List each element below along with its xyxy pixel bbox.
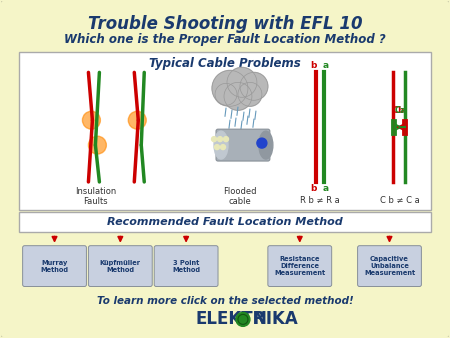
Text: Insulation
Faults: Insulation Faults [75,187,116,206]
Text: Capacitive
Unbalance
Measurement: Capacitive Unbalance Measurement [364,256,415,276]
Text: ELEKTR: ELEKTR [195,310,266,329]
Text: Flooded
cable: Flooded cable [223,187,256,206]
Circle shape [238,82,262,106]
Text: a: a [323,184,329,193]
Circle shape [82,111,100,129]
Circle shape [240,72,268,100]
FancyBboxPatch shape [22,246,86,287]
FancyBboxPatch shape [18,212,432,232]
Text: To learn more click on the selected method!: To learn more click on the selected meth… [97,296,353,307]
Text: Trouble Shooting with EFL 10: Trouble Shooting with EFL 10 [88,15,362,33]
Text: 3 Point
Method: 3 Point Method [172,260,200,273]
Text: R b ≠ R a: R b ≠ R a [300,196,340,205]
FancyBboxPatch shape [358,246,421,287]
Circle shape [128,111,146,129]
Text: Which one is the Proper Fault Location Method ?: Which one is the Proper Fault Location M… [64,32,386,46]
Circle shape [212,137,216,142]
Text: b: b [310,62,317,70]
FancyBboxPatch shape [88,246,152,287]
Text: Ca: Ca [395,106,406,115]
Text: Typical Cable Problems: Typical Cable Problems [149,57,301,70]
Text: Resistance
Difference
Measurement: Resistance Difference Measurement [274,256,325,276]
FancyBboxPatch shape [154,246,218,287]
Text: C b ≠ C a: C b ≠ C a [380,196,419,205]
Text: Cb: Cb [392,106,405,115]
Text: Murray
Method: Murray Method [40,260,68,273]
Circle shape [220,145,225,150]
Circle shape [236,312,250,327]
Text: a: a [323,62,329,70]
Circle shape [215,145,220,150]
FancyBboxPatch shape [18,52,432,210]
Text: b: b [310,184,317,193]
Ellipse shape [259,131,273,159]
Circle shape [217,137,222,142]
Text: NIKA: NIKA [253,310,299,329]
Circle shape [88,136,106,154]
Circle shape [212,70,248,106]
FancyBboxPatch shape [216,129,270,161]
Text: Recommended Fault Location Method: Recommended Fault Location Method [107,217,343,227]
Circle shape [257,138,267,148]
FancyBboxPatch shape [268,246,332,287]
Ellipse shape [214,131,228,159]
Circle shape [215,83,237,105]
Text: Küpfmüller
Method: Küpfmüller Method [100,260,141,273]
Circle shape [227,67,257,97]
Circle shape [224,82,252,110]
Circle shape [224,137,229,142]
